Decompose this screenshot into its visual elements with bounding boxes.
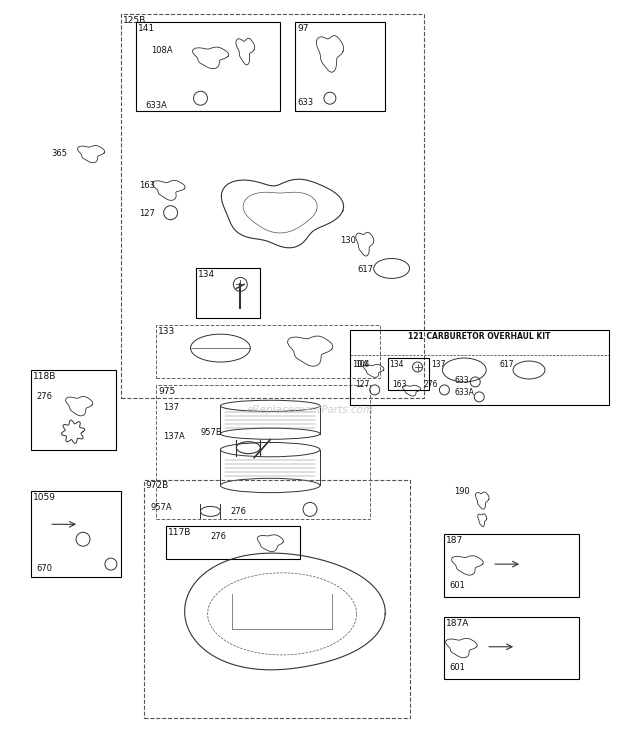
Text: 125B: 125B — [123, 16, 146, 24]
Bar — [156, 385, 370, 519]
Bar — [295, 21, 384, 111]
Text: 670: 670 — [36, 564, 52, 573]
Text: 276: 276 — [210, 532, 226, 541]
Text: 104: 104 — [355, 360, 370, 369]
Bar — [156, 325, 379, 378]
Bar — [166, 526, 300, 559]
Text: 276: 276 — [231, 508, 246, 517]
Text: 137A: 137A — [162, 431, 184, 441]
Text: 137: 137 — [162, 403, 179, 412]
Text: 130: 130 — [340, 235, 356, 245]
Text: 1059: 1059 — [33, 494, 56, 502]
Text: 190: 190 — [454, 488, 470, 497]
Bar — [144, 480, 410, 719]
Text: 957A: 957A — [151, 503, 172, 512]
Bar — [445, 534, 579, 597]
Text: 187: 187 — [446, 536, 464, 545]
Text: 118B: 118B — [33, 372, 56, 381]
Bar — [31, 370, 116, 450]
Text: 163: 163 — [392, 380, 407, 389]
Text: 121 CARBURETOR OVERHAUL KIT: 121 CARBURETOR OVERHAUL KIT — [408, 332, 551, 341]
Bar — [121, 13, 425, 398]
Text: 975: 975 — [159, 387, 176, 396]
Text: 127: 127 — [355, 380, 369, 389]
Text: 633: 633 — [297, 98, 313, 107]
Text: 133: 133 — [157, 327, 175, 336]
Text: 276: 276 — [36, 392, 52, 401]
Bar — [31, 491, 121, 577]
Text: 108A: 108A — [151, 47, 172, 55]
Bar — [445, 617, 579, 679]
Text: 134: 134 — [198, 270, 215, 280]
Text: 127: 127 — [139, 209, 154, 218]
Text: 187A: 187A — [446, 619, 470, 628]
Text: 617: 617 — [358, 266, 374, 275]
Text: 957B: 957B — [200, 428, 222, 437]
Bar — [388, 358, 430, 390]
Text: 117B: 117B — [167, 528, 191, 537]
Text: 97: 97 — [297, 24, 309, 33]
Text: 134: 134 — [389, 360, 404, 369]
Text: 601: 601 — [450, 581, 465, 590]
Text: 972B: 972B — [146, 482, 169, 491]
Bar — [136, 21, 280, 111]
Bar — [195, 269, 260, 318]
Text: 601: 601 — [450, 663, 465, 672]
Text: 365: 365 — [51, 149, 67, 158]
Text: 633A: 633A — [146, 101, 167, 110]
Text: 104: 104 — [352, 360, 368, 369]
Text: 137: 137 — [432, 360, 446, 369]
Text: eReplacementParts.com: eReplacementParts.com — [246, 405, 374, 415]
Text: 633: 633 — [454, 376, 469, 385]
Text: 633A: 633A — [454, 388, 474, 397]
Text: 276: 276 — [423, 380, 438, 389]
Text: 141: 141 — [138, 24, 155, 33]
Text: 163: 163 — [139, 181, 155, 190]
Text: 617: 617 — [499, 360, 513, 369]
Bar — [350, 330, 609, 405]
